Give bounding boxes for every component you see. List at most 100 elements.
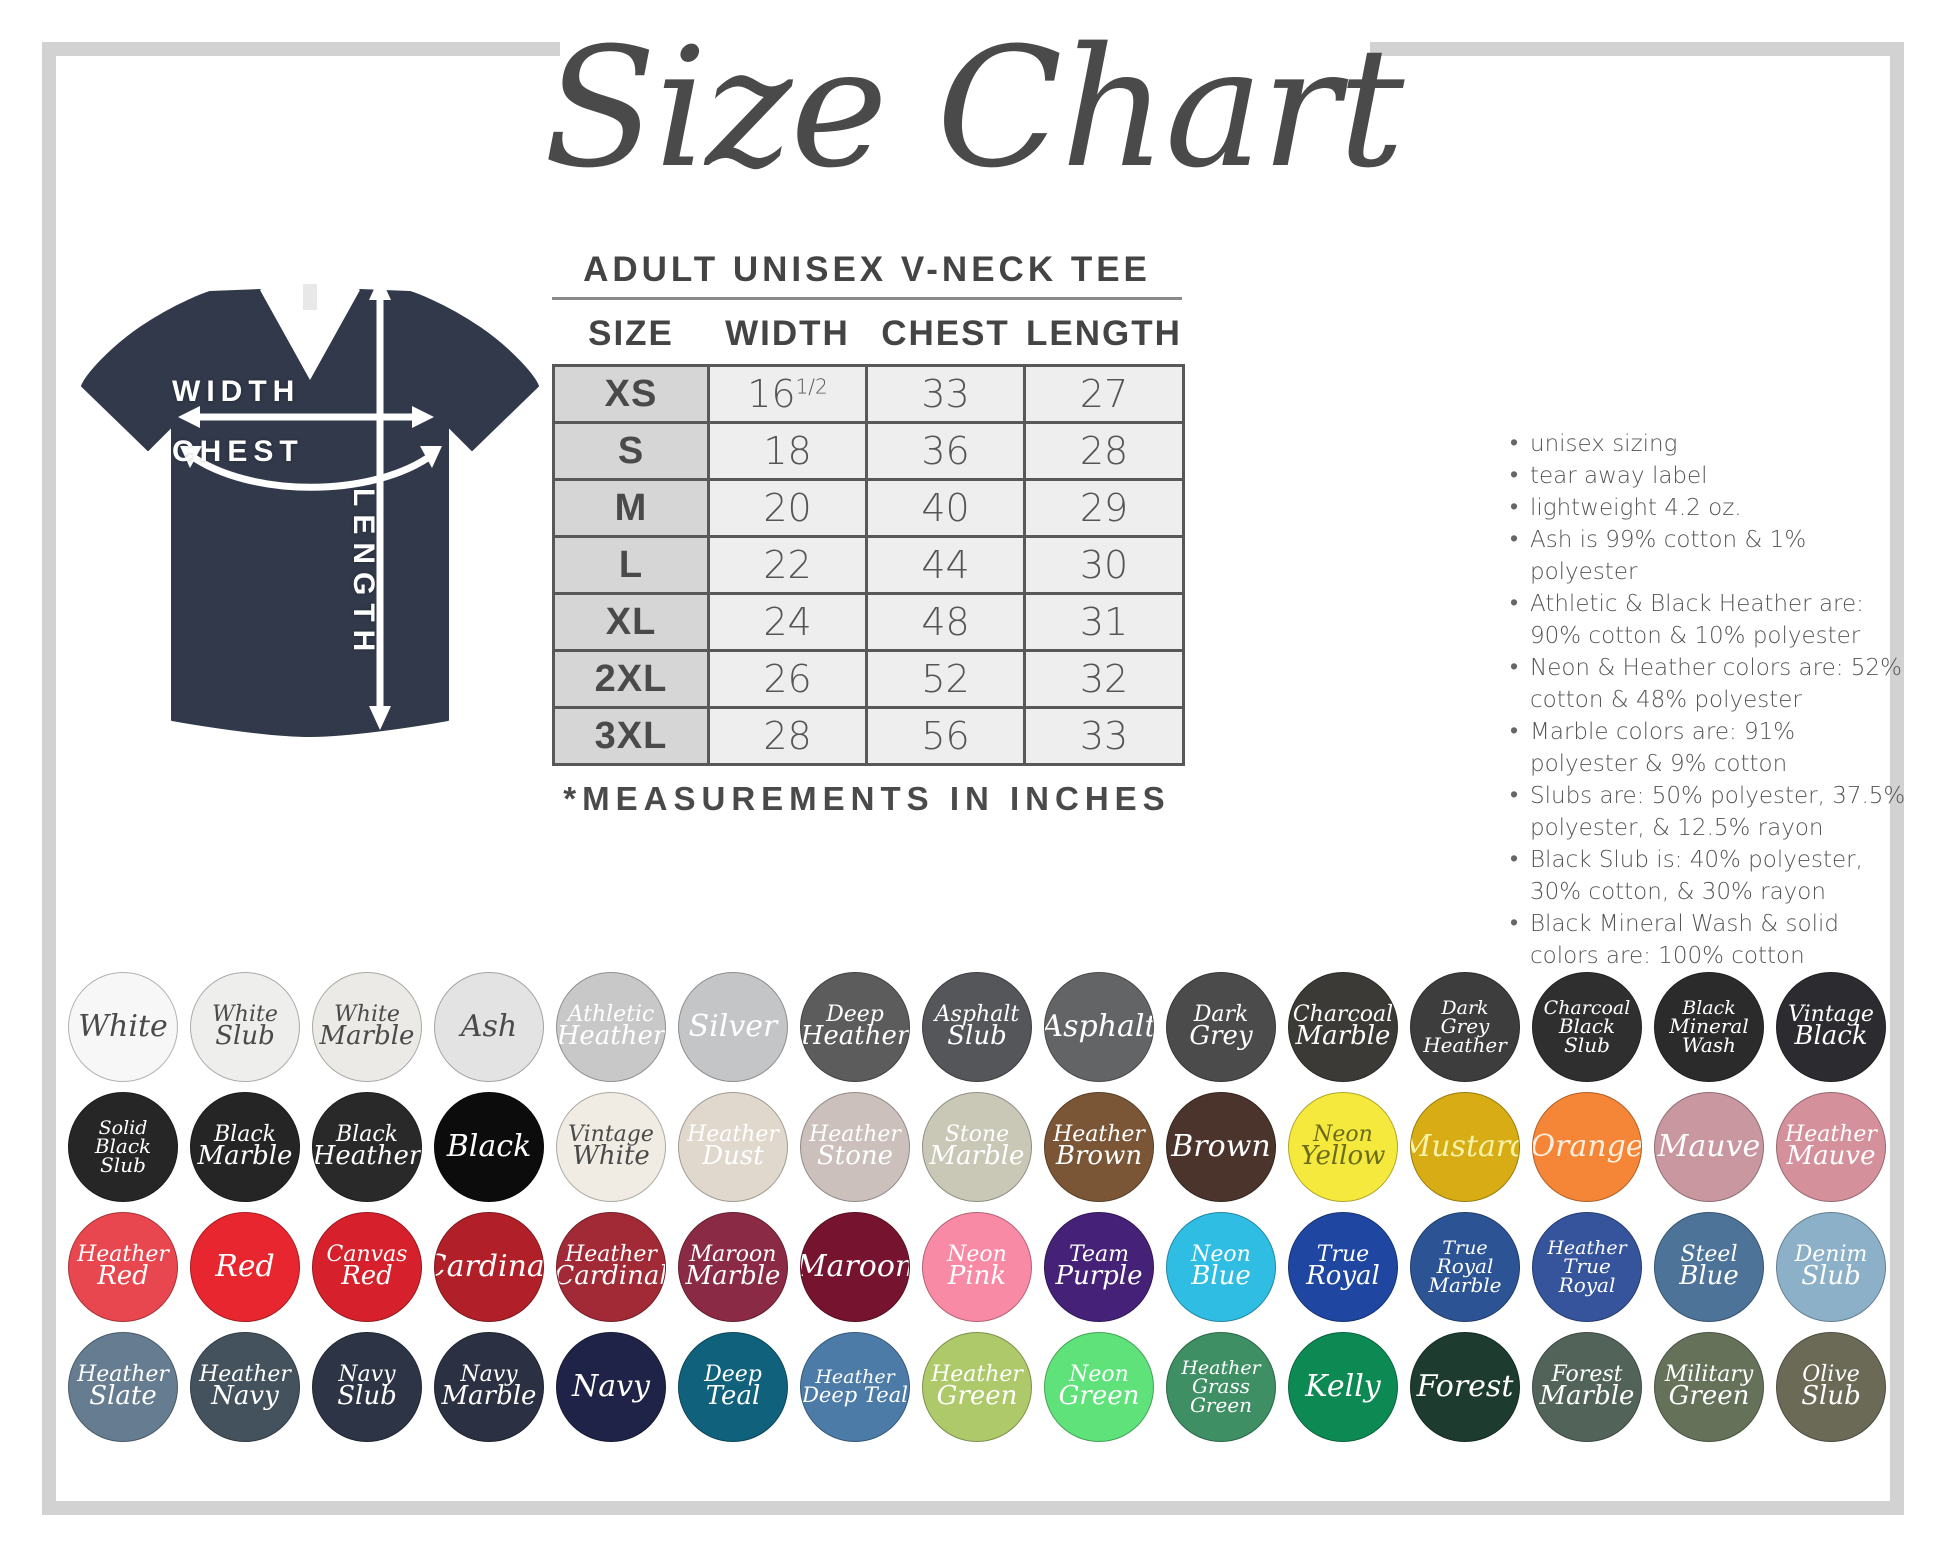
color-swatch[interactable]: Heather Cardinal [550,1208,672,1326]
swatch-disc: Orange [1532,1092,1642,1202]
cell-length: 33 [1023,706,1185,766]
color-swatch[interactable]: Dark Grey Heather [1404,968,1526,1086]
color-swatch[interactable]: Neon Blue [1160,1208,1282,1326]
color-swatch[interactable]: Black Heather [306,1088,428,1206]
size-table-block: ADULT UNISEX V-NECK TEE SIZE WIDTH CHEST… [552,250,1185,818]
color-swatch[interactable]: Heather True Royal [1526,1208,1648,1326]
swatch-label-line: Black [94,1134,152,1159]
color-swatch[interactable]: Steel Blue [1648,1208,1770,1326]
color-swatch[interactable]: Olive Slub [1770,1328,1892,1446]
color-swatch[interactable]: Mauve [1648,1088,1770,1206]
color-swatch[interactable]: Asphalt Slub [916,968,1038,1086]
cell-size: 2XL [552,649,710,709]
color-swatch[interactable]: True Royal [1282,1208,1404,1326]
color-swatch[interactable]: White [62,968,184,1086]
swatch-disc: White Marble [312,972,422,1082]
color-swatch[interactable]: Denim Slub [1770,1208,1892,1326]
color-swatch[interactable]: Deep Heather [794,968,916,1086]
swatch-disc: Heather Green [922,1332,1032,1442]
detail-bullet: Slubs are: 50% polyester, 37.5% polyeste… [1508,779,1908,844]
color-swatch[interactable]: Heather Navy [184,1328,306,1446]
color-swatch[interactable]: Neon Green [1038,1328,1160,1446]
color-swatch[interactable]: Vintage Black [1770,968,1892,1086]
color-swatch[interactable]: Heather Slate [62,1328,184,1446]
swatch-disc: Navy Slub [312,1332,422,1442]
color-swatch[interactable]: Black Marble [184,1088,306,1206]
swatch-label-line: Black [336,1121,398,1147]
swatch-label-line: Heather [1181,1356,1261,1379]
color-swatch[interactable]: Forest [1404,1328,1526,1446]
color-swatch[interactable]: Red [184,1208,306,1326]
color-swatch[interactable]: Deep Teal [672,1328,794,1446]
color-swatch[interactable]: Heather Deep Teal [794,1328,916,1446]
color-swatch[interactable]: Heather Dust [672,1088,794,1206]
swatch-label-line: Marble [1295,1021,1391,1052]
detail-bullet: Ash is 99% cotton & 1% polyester [1508,523,1908,588]
color-swatch[interactable]: Solid Black Slub [62,1088,184,1206]
cell-size: S [552,421,710,481]
cell-width: 26 [707,649,868,709]
color-swatch[interactable]: Navy Slub [306,1328,428,1446]
cell-length: 30 [1023,535,1185,595]
color-swatch[interactable]: Mustard [1404,1088,1526,1206]
color-swatch[interactable]: Kelly [1282,1328,1404,1446]
swatch-label-line: Blue [1191,1261,1251,1292]
color-swatch[interactable]: Vintage White [550,1088,672,1206]
color-swatch[interactable]: Navy [550,1328,672,1446]
color-swatch[interactable]: Heather Mauve [1770,1088,1892,1206]
color-swatch[interactable]: Orange [1526,1088,1648,1206]
color-swatch[interactable]: Navy Marble [428,1328,550,1446]
color-swatch[interactable]: Military Green [1648,1328,1770,1446]
color-swatch[interactable]: Brown [1160,1088,1282,1206]
color-swatch[interactable]: True Royal Marble [1404,1208,1526,1326]
color-swatch[interactable]: Cardinal [428,1208,550,1326]
color-swatch[interactable]: Forest Marble [1526,1328,1648,1446]
swatch-disc: Forest [1410,1332,1520,1442]
color-swatch[interactable]: Maroon Marble [672,1208,794,1326]
swatch-disc: Black Mineral Wash [1654,972,1764,1082]
color-swatch[interactable]: Neon Yellow [1282,1088,1404,1206]
table-row: 3XL 28 56 33 [552,706,1185,766]
swatch-label-line: Steel [1680,1241,1738,1267]
swatch-label-line: Royal [1558,1272,1616,1297]
swatch-label-line: Cardinal [435,1249,544,1285]
color-swatch[interactable]: Heather Green [916,1328,1038,1446]
color-swatch[interactable]: Canvas Red [306,1208,428,1326]
color-swatch[interactable]: Asphalt [1038,968,1160,1086]
color-swatch[interactable]: White Marble [306,968,428,1086]
color-swatch[interactable]: Charcoal Black Slub [1526,968,1648,1086]
swatch-label-line: Neon [1191,1241,1251,1267]
color-swatch[interactable]: Heather Grass Green [1160,1328,1282,1446]
color-swatch[interactable]: White Slub [184,968,306,1086]
swatch-disc: Kelly [1288,1332,1398,1442]
color-swatch[interactable]: Heather Stone [794,1088,916,1206]
swatch-disc: Heather Grass Green [1166,1332,1276,1442]
swatch-disc: Maroon Marble [678,1212,788,1322]
color-swatch[interactable]: Ash [428,968,550,1086]
swatch-label-line: Deep [826,1001,884,1027]
color-swatch[interactable]: Neon Pink [916,1208,1038,1326]
swatch-disc: Navy Marble [434,1332,544,1442]
color-swatch[interactable]: Black [428,1088,550,1206]
color-swatch[interactable]: Black Mineral Wash [1648,968,1770,1086]
color-swatch[interactable]: Heather Brown [1038,1088,1160,1206]
swatch-label-line: White [334,1001,400,1027]
color-swatch[interactable]: Team Purple [1038,1208,1160,1326]
swatch-disc: Black [434,1092,544,1202]
color-swatch[interactable]: Stone Marble [916,1088,1038,1206]
swatch-label-line: True [1442,1236,1488,1259]
color-swatch[interactable]: Silver [672,968,794,1086]
color-swatch[interactable]: Charcoal Marble [1282,968,1404,1086]
color-swatch[interactable]: Maroon [794,1208,916,1326]
bullet-list: unisex sizingtear away labellightweight … [1508,427,1908,972]
cell-length: 29 [1023,478,1185,538]
color-swatch[interactable]: Dark Grey [1160,968,1282,1086]
swatch-label-line: White [572,1141,650,1172]
swatch-label-line: Neon [1069,1361,1129,1387]
color-swatch[interactable]: Heather Red [62,1208,184,1326]
swatch-label-line: Canvas [326,1241,408,1267]
table-row: 2XL 26 52 32 [552,649,1185,709]
color-swatch[interactable]: Athletic Heather [550,968,672,1086]
column-header-size: SIZE [588,314,674,353]
swatch-label-line: Yellow [1300,1141,1386,1172]
